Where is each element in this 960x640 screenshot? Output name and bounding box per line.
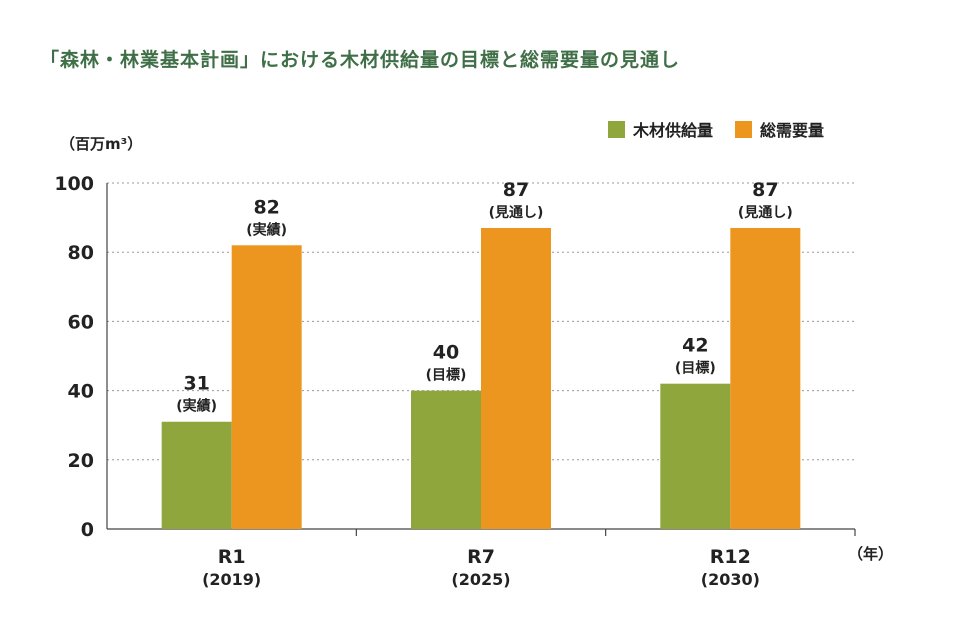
data-label: 87 — [503, 179, 529, 201]
data-label: 87 — [752, 179, 778, 201]
x-tick-label: R7 — [467, 546, 495, 568]
data-label: 31 — [183, 373, 209, 395]
y-tick-label: 100 — [54, 173, 94, 195]
bar-demand — [481, 227, 551, 530]
x-tick-year: (2025) — [451, 570, 510, 589]
bar-supply — [411, 390, 481, 529]
legend-swatch-demand — [735, 120, 753, 138]
bar-demand — [231, 245, 302, 529]
chart-title: 「森林・林業基本計画」における木材供給量の目標と総需要量の見通し — [40, 49, 681, 71]
legend-label-demand: 総需要量 — [760, 121, 825, 140]
data-label-note: (見通し) — [738, 205, 793, 221]
x-tick-year: (2030) — [701, 570, 760, 589]
legend-label-supply: 木材供給量 — [633, 121, 714, 140]
data-label: 82 — [253, 196, 279, 218]
x-tick-label: R12 — [710, 546, 751, 568]
y-tick-label: 0 — [81, 519, 94, 541]
legend: 木材供給量 総需要量 — [608, 117, 846, 141]
y-axis-unit: （百万m³） — [60, 135, 143, 153]
y-tick-label: 40 — [68, 381, 94, 403]
bar-demand — [730, 227, 801, 530]
data-label-note: (目標) — [675, 360, 716, 377]
data-label-note: (見通し) — [489, 205, 544, 221]
y-tick-label: 80 — [68, 242, 94, 264]
y-tick-label: 60 — [68, 311, 94, 333]
bar-supply — [660, 383, 731, 529]
legend-item-supply: 木材供給量 — [608, 117, 713, 141]
y-tick-label: 20 — [68, 450, 94, 472]
data-label-note: (実績) — [246, 221, 287, 238]
bar-supply — [161, 421, 232, 529]
data-label-note: (実績) — [176, 398, 217, 415]
legend-swatch-supply — [608, 120, 625, 138]
data-label: 40 — [433, 342, 459, 364]
data-label: 42 — [682, 335, 708, 357]
x-tick-label: R1 — [218, 546, 246, 568]
data-label-note: (目標) — [426, 367, 467, 384]
x-tick-year: (2019) — [202, 570, 261, 589]
x-axis-unit: （年） — [848, 545, 894, 563]
legend-item-demand: 総需要量 — [735, 117, 824, 141]
